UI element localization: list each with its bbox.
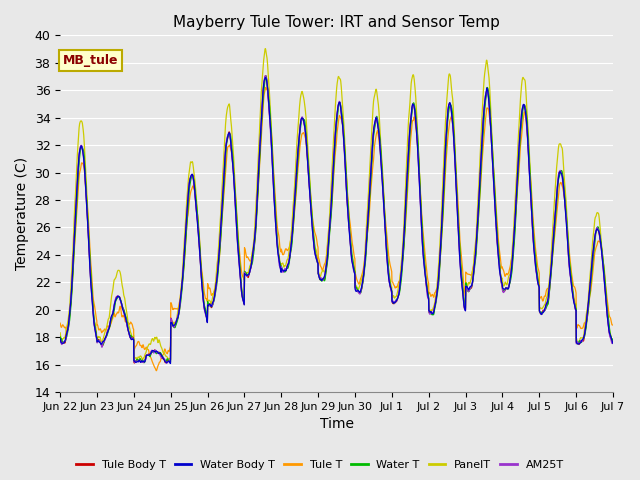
Legend: Tule Body T, Water Body T, Tule T, Water T, PanelT, AM25T: Tule Body T, Water Body T, Tule T, Water…: [72, 456, 568, 474]
Text: MB_tule: MB_tule: [63, 54, 118, 67]
Title: Mayberry Tule Tower: IRT and Sensor Temp: Mayberry Tule Tower: IRT and Sensor Temp: [173, 15, 500, 30]
Y-axis label: Temperature (C): Temperature (C): [15, 157, 29, 270]
X-axis label: Time: Time: [319, 418, 353, 432]
